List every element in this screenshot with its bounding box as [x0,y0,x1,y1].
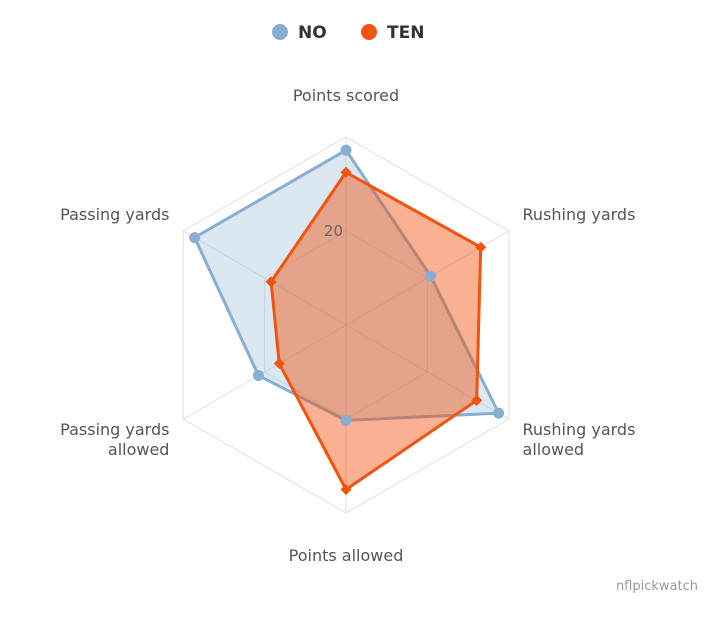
axis-label-4-line-0: Passing yards [60,420,169,439]
marker-no-3[interactable] [340,414,352,426]
grid-spoke-5 [182,230,347,326]
axis-label-4: Passing yards allowed [60,420,169,459]
marker-ten-2[interactable] [471,394,483,406]
marker-ten-0[interactable] [340,166,352,178]
legend[interactable]: NO TEN [272,23,424,43]
axis-label-4-line-1: allowed [108,440,170,459]
axis-label-0: Points scored [293,86,399,105]
marker-ten-3[interactable] [340,484,352,495]
axis-label-3-line-0: Points allowed [289,546,404,565]
series-areas [193,148,501,491]
marker-no-0[interactable] [340,144,352,156]
axis-label-5-line-0: Passing yards [60,205,169,224]
axis-label-2: Rushing yards allowed [523,420,636,459]
marker-ten-1[interactable] [475,241,487,253]
axis-label-2-line-0: Rushing yards [523,420,636,439]
series-markers[interactable] [189,144,505,495]
axis-label-1: Rushing yards [523,205,636,224]
legend-swatch-no [272,24,288,40]
axis-label-1-line-0: Rushing yards [523,205,636,224]
marker-no-1[interactable] [425,270,437,282]
credit-text[interactable]: nflpickwatch [616,579,698,594]
legend-item-no[interactable]: NO [272,23,327,43]
axis-label-5: Passing yards [60,205,169,224]
grid-spoke-4 [182,324,347,420]
radial-ticks: 20 [324,222,343,240]
legend-swatch-ten [361,24,377,40]
marker-ten-4[interactable] [273,358,285,370]
axis-label-2-line-1: allowed [523,440,585,459]
marker-no-4[interactable] [252,370,264,382]
axis-label-3: Points allowed [289,546,404,565]
marker-ten-5[interactable] [265,276,277,288]
tick-label-0: 20 [324,222,343,240]
legend-label-no: NO [298,23,327,43]
legend-label-ten: TEN [387,23,424,43]
legend-item-ten[interactable]: TEN [361,23,424,43]
marker-no-5[interactable] [189,232,201,244]
grid-spoke-2 [345,324,510,420]
axis-label-0-line-0: Points scored [293,86,399,105]
marker-no-2[interactable] [493,407,505,419]
